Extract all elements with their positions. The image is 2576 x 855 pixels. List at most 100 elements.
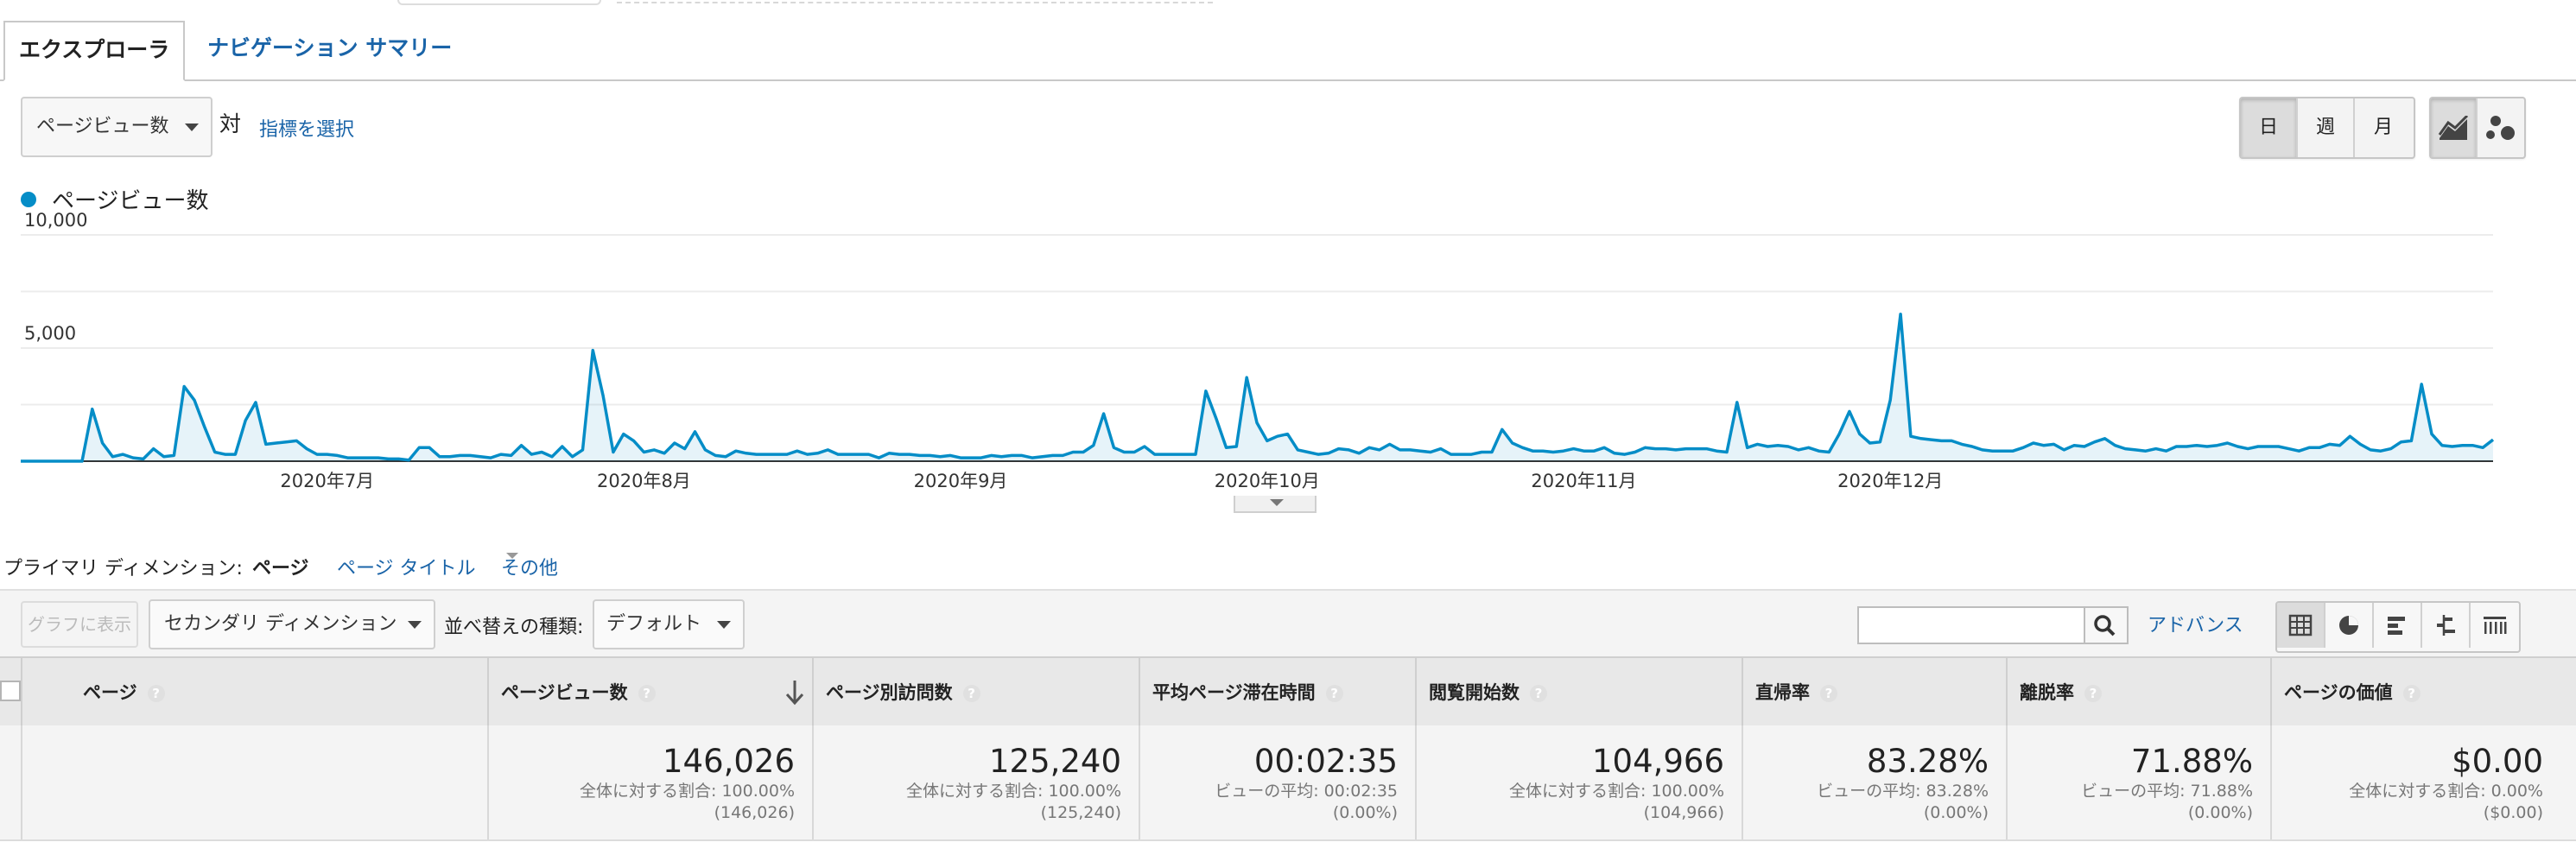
totals-value: 00:02:35 (1253, 743, 1398, 780)
pageviews-chart: 10,000 5,000 2020年7月 2020年8月 2020年9月 2020年10月… (21, 210, 2495, 491)
column-header-page[interactable]: ページ? (21, 658, 487, 727)
column-header-unique-pageviews[interactable]: ページ別訪問数? (812, 658, 1139, 727)
primary-dimension-label: プライマリ ディメンション: (3, 558, 243, 580)
comparison-view-button[interactable] (2422, 603, 2471, 648)
line-chart-button[interactable] (2431, 98, 2478, 157)
totals-absolute: (0.00%) (1332, 803, 1398, 822)
totals-absolute: (0.00%) (1923, 803, 1989, 822)
totals-percent: ビューの平均: 00:02:35 (1215, 782, 1398, 801)
totals-percent: 全体に対する割合: 100.00% (580, 782, 795, 801)
column-header-page-label: ページ (83, 682, 137, 703)
x-tick-label: 2020年7月 (280, 471, 374, 491)
sort-type-value: デフォルト (606, 613, 702, 635)
chevron-down-icon (1270, 499, 1284, 506)
week-button[interactable]: 週 (2298, 98, 2355, 157)
help-icon[interactable]: ? (147, 685, 165, 702)
table-view-switcher (2275, 601, 2521, 653)
x-tick-label: 2020年12月 (1837, 471, 1943, 491)
column-header-bounce-rate[interactable]: 直帰率? (1742, 658, 2006, 727)
table-view-button[interactable] (2277, 603, 2325, 648)
column-header-page-value-label: ページの価値 (2284, 682, 2393, 703)
totals-percent: 全体に対する割合: 0.00% (2349, 782, 2543, 801)
sort-type-dropdown[interactable]: デフォルト (593, 599, 745, 649)
totals-value: 83.28% (1866, 743, 1989, 780)
select-all-checkbox[interactable] (0, 681, 21, 701)
select-metric-link[interactable]: 指標を選択 (259, 119, 355, 141)
totals-page-cell (21, 725, 487, 839)
help-icon[interactable]: ? (962, 685, 980, 702)
chevron-down-icon (506, 553, 518, 559)
metric-dropdown[interactable]: ページビュー数 (21, 97, 213, 157)
sort-type-label: 並べ替えの種類: (444, 617, 584, 638)
metric-dropdown-value: ページビュー数 (36, 116, 169, 137)
column-header-avg-time[interactable]: 平均ページ滞在時間? (1139, 658, 1415, 727)
column-header-entrances-label: 閲覧開始数 (1429, 682, 1520, 703)
legend-series-label: ページビュー数 (52, 188, 209, 214)
search-button[interactable] (2085, 606, 2129, 644)
pie-view-icon (2339, 616, 2358, 635)
top-input-remnant (397, 0, 601, 5)
performance-view-button[interactable] (2374, 603, 2422, 648)
day-button[interactable]: 日 (2241, 98, 2298, 157)
pivot-view-icon (2484, 617, 2507, 634)
chart-type-group (2429, 97, 2526, 159)
totals-value: 71.88% (2130, 743, 2253, 780)
table-view-icon (2288, 614, 2313, 636)
table-toolbar: グラフに表示 セカンダリ ディメンション 並べ替えの種類: デフォルト アドバン… (0, 589, 2576, 658)
totals-checkbox-cell (0, 725, 21, 839)
totals-percent: ビューの平均: 71.88% (2081, 782, 2253, 801)
secondary-dimension-dropdown[interactable]: セカンダリ ディメンション (149, 599, 435, 649)
performance-view-icon (2388, 617, 2405, 635)
table-header: ページ? ページビュー数? ページ別訪問数? 平均ページ滞在時間? 閲覧開始数?… (0, 656, 2576, 729)
y-tick-label: 10,000 (24, 210, 87, 231)
help-icon[interactable]: ? (2084, 685, 2102, 702)
totals-percent: ビューの平均: 83.28% (1817, 782, 1989, 801)
totals-absolute: (125,240) (1040, 803, 1121, 822)
chevron-down-icon (408, 621, 422, 629)
vs-label: 対 (219, 111, 242, 136)
totals-exit-rate: 71.88% ビューの平均: 71.88% (0.00%) (2006, 725, 2270, 839)
totals-avg-time: 00:02:35 ビューの平均: 00:02:35 (0.00%) (1139, 725, 1415, 839)
help-icon[interactable]: ? (1820, 685, 1837, 702)
totals-bounce-rate: 83.28% ビューの平均: 83.28% (0.00%) (1742, 725, 2006, 839)
help-icon[interactable]: ? (1325, 685, 1343, 702)
x-tick-label: 2020年9月 (914, 471, 1008, 491)
report-tabs: エクスプローラ ナビゲーション サマリー (0, 21, 2576, 81)
chevron-down-icon (185, 124, 199, 131)
column-header-entrances[interactable]: 閲覧開始数? (1415, 658, 1742, 727)
motion-chart-icon (2486, 116, 2515, 140)
dimension-link-page-title[interactable]: ページ タイトル (337, 558, 476, 580)
comparison-view-icon (2437, 615, 2455, 636)
column-header-exit-rate[interactable]: 離脱率? (2006, 658, 2270, 727)
tab-explorer[interactable]: エクスプローラ (3, 21, 186, 81)
column-header-avg-time-label: 平均ページ滞在時間 (1152, 682, 1316, 703)
totals-value: $0.00 (2452, 743, 2543, 780)
help-icon[interactable]: ? (2402, 685, 2421, 702)
table-search-input[interactable] (1857, 606, 2085, 644)
column-header-pageviews[interactable]: ページビュー数? (487, 658, 812, 727)
pie-view-button[interactable] (2325, 603, 2374, 648)
x-tick-label: 2020年10月 (1215, 471, 1320, 491)
totals-entrances: 104,966 全体に対する割合: 100.00% (104,966) (1415, 725, 1742, 839)
tab-navigation-summary[interactable]: ナビゲーション サマリー (207, 35, 453, 60)
column-header-unique-pageviews-label: ページ別訪問数 (826, 682, 953, 703)
column-header-exit-rate-label: 離脱率 (2020, 682, 2074, 703)
totals-percent: 全体に対する割合: 100.00% (906, 782, 1121, 801)
column-header-pageviews-label: ページビュー数 (501, 682, 628, 703)
totals-absolute: (0.00%) (2187, 803, 2253, 822)
month-button[interactable]: 月 (2373, 117, 2393, 138)
advanced-filter-link[interactable]: アドバンス (2148, 615, 2243, 636)
totals-value: 125,240 (988, 743, 1121, 780)
plot-rows-button[interactable]: グラフに表示 (21, 601, 138, 648)
column-header-page-value[interactable]: ページの価値? (2270, 658, 2560, 727)
motion-chart-button[interactable] (2478, 98, 2524, 157)
totals-absolute: (104,966) (1643, 803, 1724, 822)
top-dashed-divider (617, 0, 1213, 3)
pivot-view-button[interactable] (2471, 603, 2519, 648)
help-icon[interactable]: ? (638, 685, 656, 702)
collapse-chart-handle[interactable] (1234, 496, 1317, 513)
series-area (21, 314, 2493, 461)
help-icon[interactable]: ? (1530, 685, 1547, 702)
totals-page-value: $0.00 全体に対する割合: 0.00% ($0.00) (2270, 725, 2560, 839)
totals-absolute: ($0.00) (2483, 803, 2543, 822)
